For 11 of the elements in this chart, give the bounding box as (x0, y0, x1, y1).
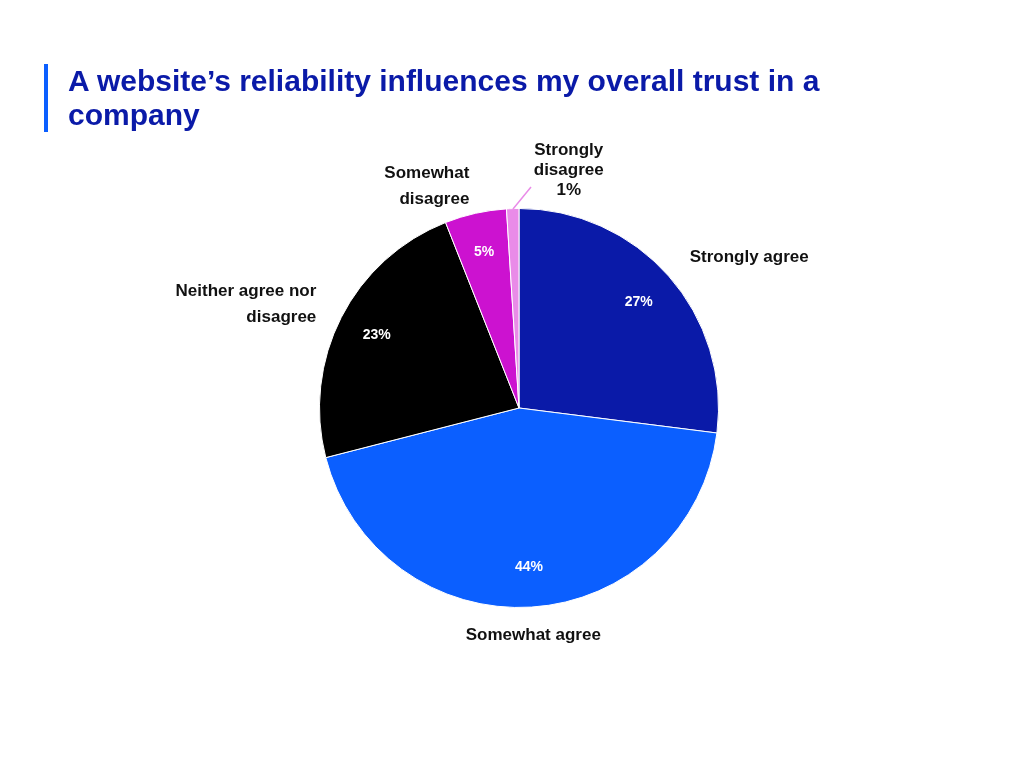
slice-label: Neither agree nor disagree (175, 281, 317, 327)
slice-label: Strongly agree (689, 247, 809, 267)
data-label: 44% (515, 558, 544, 575)
data-label: 1% (556, 180, 582, 200)
slice-label: Somewhat disagree (384, 162, 470, 208)
slice-label: Strongly disagree (533, 140, 604, 180)
data-label: 23% (362, 326, 392, 343)
data-label: 27% (624, 293, 654, 310)
data-label: 5% (474, 243, 495, 260)
slice-label: Somewhat agree (465, 624, 601, 644)
chart-title: A website’s reliability influences my overall trust in a company (44, 64, 888, 132)
